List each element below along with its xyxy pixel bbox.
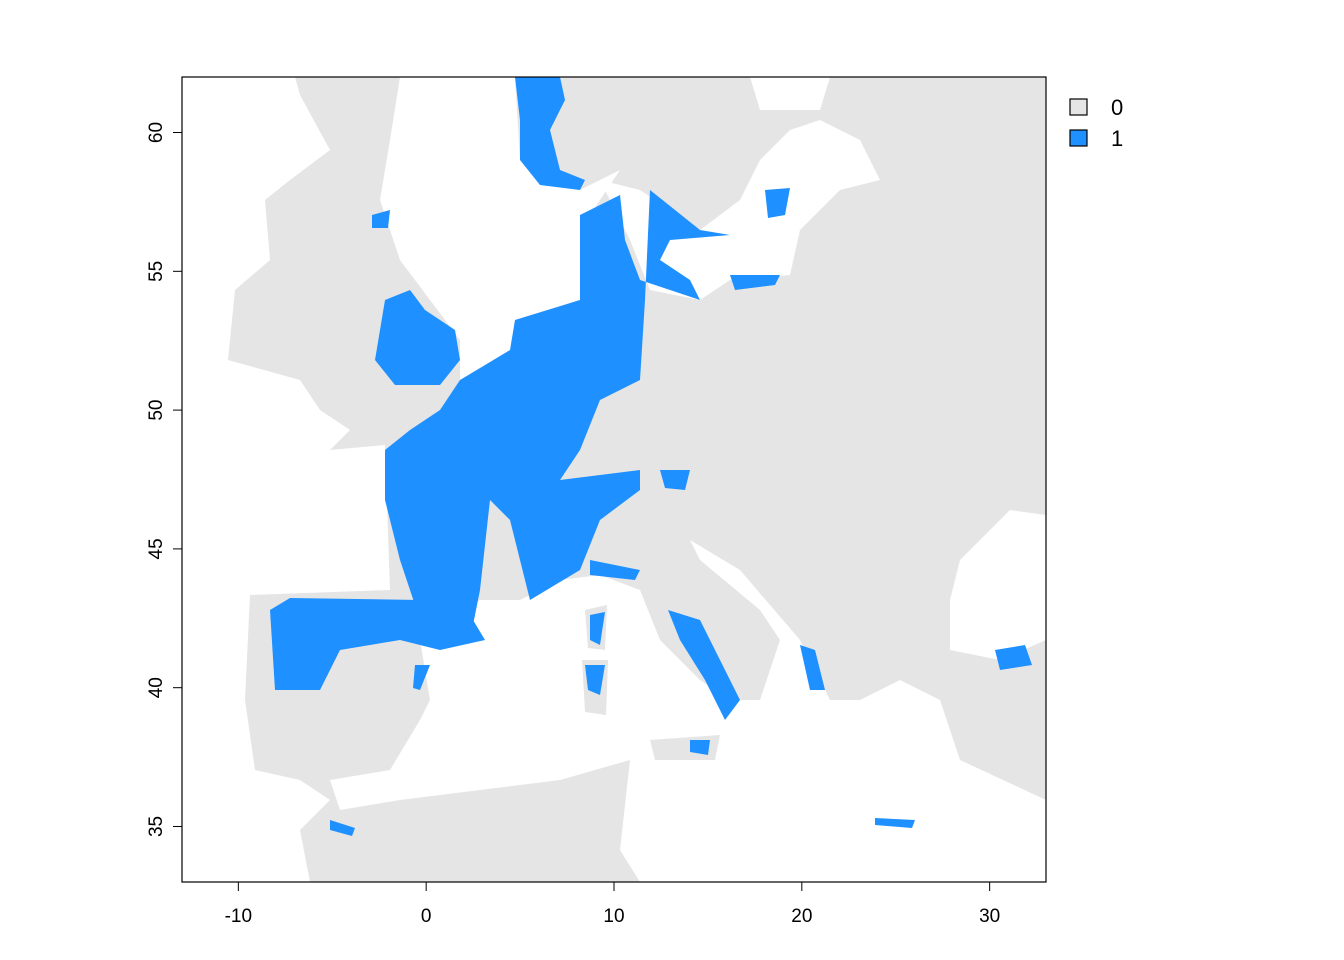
legend-label-0: 0 <box>1111 95 1123 120</box>
raster-cell-1-austria <box>660 470 690 490</box>
x-tick-label: 0 <box>421 906 432 927</box>
raster-cell-1-valencia <box>413 665 430 690</box>
raster-cell-1-england <box>375 290 460 385</box>
raster-cell-1-sicily <box>690 740 710 755</box>
legend-label-1: 1 <box>1111 126 1123 151</box>
y-tick-label: 50 <box>146 400 167 421</box>
x-tick-label: 10 <box>603 906 624 927</box>
y-tick-label: 35 <box>146 816 167 837</box>
sea-mediterranean <box>330 540 1046 882</box>
legend-swatch-0 <box>1069 98 1088 116</box>
raster-cell-1-morocco <box>330 820 355 836</box>
legend-swatch-1 <box>1069 129 1088 147</box>
sea-bothnia <box>750 77 830 110</box>
raster-cell-1-liguria <box>590 560 640 580</box>
sea-atlantic <box>182 77 390 882</box>
raster-cell-1-iberia <box>270 598 485 690</box>
raster-cell-1-sardinia <box>585 665 605 695</box>
raster-cell-1-italy <box>668 610 740 720</box>
raster-cell-1-norway <box>515 77 585 190</box>
raster-cell-1-latvia <box>765 188 790 218</box>
sea-baltic <box>600 120 880 300</box>
raster-cell-1-baltic-coast <box>730 275 780 290</box>
raster-cell-1-western-europe <box>385 190 730 640</box>
map-area <box>182 77 1046 882</box>
x-tick-label: 30 <box>979 906 1000 927</box>
x-tick-label: -10 <box>225 906 252 927</box>
raster-cell-1-scotland <box>372 210 390 228</box>
y-tick-label: 45 <box>146 538 167 559</box>
sea-north-sea <box>380 77 620 380</box>
raster-cell-1-crete <box>875 818 915 828</box>
y-tick-label: 60 <box>146 122 167 143</box>
legend: 0 1 <box>1069 95 1123 151</box>
raster-cell-1-black-sea-coast <box>995 645 1032 670</box>
x-axis: -10 0 10 20 30 <box>225 881 1000 927</box>
raster-cell-1-balkans <box>800 645 825 690</box>
y-tick-label: 55 <box>146 261 167 282</box>
y-tick-label: 40 <box>146 677 167 698</box>
sea-black-sea <box>950 510 1046 660</box>
y-axis: 35 40 45 50 55 60 <box>146 122 183 837</box>
x-tick-label: 20 <box>791 906 812 927</box>
raster-cell-1-corsica <box>590 612 605 645</box>
